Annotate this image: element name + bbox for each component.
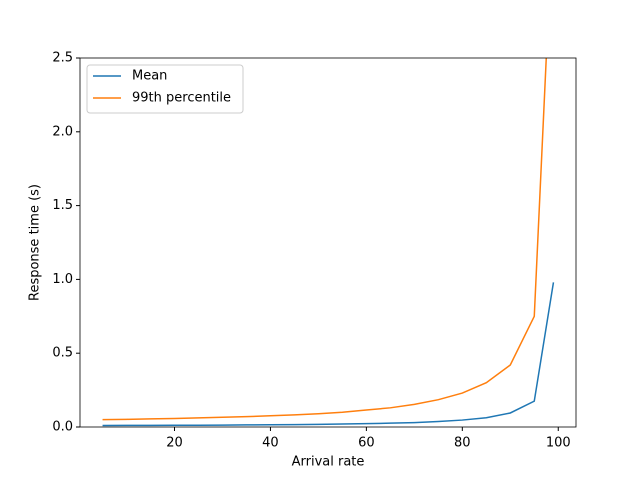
- y-tick-label: 2.0: [52, 124, 73, 139]
- line: [102, 282, 555, 427]
- legend-label: 99th percentile: [132, 91, 231, 106]
- plot-area: [102, 58, 555, 427]
- y-axis-label: Response time (s): [28, 184, 43, 301]
- x-axis-label: Arrival rate: [292, 455, 365, 470]
- x-tick-label: 60: [358, 436, 375, 451]
- x-tick-label: 80: [454, 436, 471, 451]
- y-tick-label: 0.5: [52, 346, 73, 361]
- x-tick-label: 20: [166, 436, 183, 451]
- line: [102, 58, 548, 421]
- x-tick-label: 100: [546, 436, 571, 451]
- x-tick-label: 40: [262, 436, 279, 451]
- legend-label: Mean: [132, 69, 167, 84]
- y-tick-label: 0.0: [52, 420, 73, 435]
- y-tick-label: 1.0: [52, 272, 73, 287]
- y-tick-label: 2.5: [52, 51, 73, 66]
- legend: [86, 64, 244, 114]
- y-tick-label: 1.5: [52, 198, 73, 213]
- axes-frame: [79, 57, 577, 428]
